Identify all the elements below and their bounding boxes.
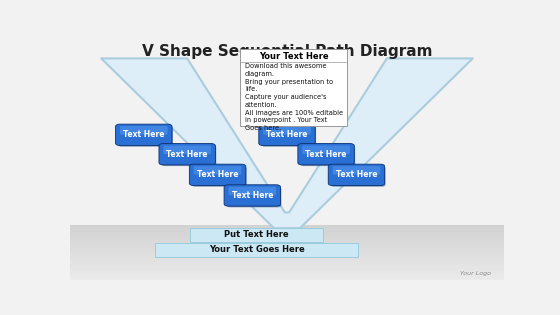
FancyBboxPatch shape xyxy=(70,272,504,273)
FancyBboxPatch shape xyxy=(70,250,504,251)
FancyBboxPatch shape xyxy=(156,243,358,257)
FancyBboxPatch shape xyxy=(70,225,504,226)
FancyBboxPatch shape xyxy=(70,242,504,243)
FancyBboxPatch shape xyxy=(70,254,504,255)
FancyBboxPatch shape xyxy=(70,252,504,253)
FancyBboxPatch shape xyxy=(240,49,347,126)
Text: Your Text Goes Here: Your Text Goes Here xyxy=(209,245,305,254)
FancyBboxPatch shape xyxy=(70,230,504,231)
FancyBboxPatch shape xyxy=(70,246,504,247)
FancyBboxPatch shape xyxy=(70,233,504,234)
FancyBboxPatch shape xyxy=(70,229,504,230)
FancyBboxPatch shape xyxy=(70,261,504,262)
Text: Text Here: Text Here xyxy=(197,170,239,179)
Text: Put Text Here: Put Text Here xyxy=(225,230,289,239)
FancyBboxPatch shape xyxy=(190,228,323,242)
FancyBboxPatch shape xyxy=(70,259,504,260)
FancyBboxPatch shape xyxy=(70,253,504,254)
FancyBboxPatch shape xyxy=(192,166,246,187)
FancyBboxPatch shape xyxy=(70,255,504,256)
FancyBboxPatch shape xyxy=(194,166,241,175)
FancyBboxPatch shape xyxy=(70,270,504,271)
FancyBboxPatch shape xyxy=(70,267,504,268)
FancyBboxPatch shape xyxy=(70,263,504,264)
FancyBboxPatch shape xyxy=(70,245,504,246)
Text: Text Here: Text Here xyxy=(305,150,347,159)
FancyBboxPatch shape xyxy=(70,237,504,238)
FancyBboxPatch shape xyxy=(70,241,504,242)
FancyBboxPatch shape xyxy=(120,126,167,135)
FancyBboxPatch shape xyxy=(224,185,281,206)
Text: Text Here: Text Here xyxy=(166,150,208,159)
FancyBboxPatch shape xyxy=(70,266,504,267)
Text: Download this awesome
diagram.
Bring your presentation to
life.
Capture your aud: Download this awesome diagram. Bring you… xyxy=(245,63,343,131)
FancyBboxPatch shape xyxy=(70,273,504,274)
FancyBboxPatch shape xyxy=(70,248,504,249)
FancyBboxPatch shape xyxy=(70,227,504,228)
FancyBboxPatch shape xyxy=(70,274,504,275)
FancyBboxPatch shape xyxy=(263,126,311,135)
FancyBboxPatch shape xyxy=(164,146,211,154)
FancyBboxPatch shape xyxy=(70,226,504,227)
FancyBboxPatch shape xyxy=(159,144,216,165)
FancyBboxPatch shape xyxy=(228,187,276,195)
FancyBboxPatch shape xyxy=(262,126,316,147)
FancyBboxPatch shape xyxy=(70,275,504,276)
FancyBboxPatch shape xyxy=(70,271,504,272)
FancyBboxPatch shape xyxy=(70,269,504,270)
Text: Text Here: Text Here xyxy=(266,130,308,139)
FancyBboxPatch shape xyxy=(70,276,504,277)
FancyBboxPatch shape xyxy=(70,244,504,245)
FancyBboxPatch shape xyxy=(162,146,216,166)
FancyBboxPatch shape xyxy=(70,264,504,265)
Text: Text Here: Text Here xyxy=(335,170,377,179)
FancyBboxPatch shape xyxy=(189,164,246,186)
FancyBboxPatch shape xyxy=(70,249,504,250)
FancyBboxPatch shape xyxy=(70,260,504,261)
FancyBboxPatch shape xyxy=(227,187,281,207)
FancyBboxPatch shape xyxy=(328,164,385,186)
FancyBboxPatch shape xyxy=(70,239,504,240)
FancyBboxPatch shape xyxy=(70,251,504,252)
FancyBboxPatch shape xyxy=(70,231,504,232)
FancyBboxPatch shape xyxy=(70,277,504,278)
FancyBboxPatch shape xyxy=(115,124,172,146)
FancyBboxPatch shape xyxy=(70,268,504,269)
FancyBboxPatch shape xyxy=(302,146,350,154)
Text: V Shape Sequential Path Diagram: V Shape Sequential Path Diagram xyxy=(142,44,432,59)
FancyBboxPatch shape xyxy=(70,238,504,239)
Text: Your Logo: Your Logo xyxy=(460,271,491,276)
FancyBboxPatch shape xyxy=(70,262,504,263)
FancyBboxPatch shape xyxy=(70,232,504,233)
FancyBboxPatch shape xyxy=(70,258,504,259)
FancyBboxPatch shape xyxy=(70,228,504,229)
FancyBboxPatch shape xyxy=(333,166,380,175)
FancyBboxPatch shape xyxy=(70,243,504,244)
FancyBboxPatch shape xyxy=(70,278,504,279)
FancyBboxPatch shape xyxy=(70,279,504,280)
FancyBboxPatch shape xyxy=(331,166,385,187)
Text: Text Here: Text Here xyxy=(123,130,165,139)
Polygon shape xyxy=(101,58,473,228)
FancyBboxPatch shape xyxy=(70,257,504,258)
FancyBboxPatch shape xyxy=(70,240,504,241)
FancyBboxPatch shape xyxy=(70,236,504,237)
FancyBboxPatch shape xyxy=(259,124,315,146)
FancyBboxPatch shape xyxy=(70,234,504,235)
FancyBboxPatch shape xyxy=(70,235,504,236)
FancyBboxPatch shape xyxy=(70,247,504,248)
Text: Your Text Here: Your Text Here xyxy=(259,52,328,61)
FancyBboxPatch shape xyxy=(301,146,355,166)
FancyBboxPatch shape xyxy=(118,126,173,147)
FancyBboxPatch shape xyxy=(70,265,504,266)
FancyBboxPatch shape xyxy=(298,144,354,165)
Text: Text Here: Text Here xyxy=(231,191,273,200)
FancyBboxPatch shape xyxy=(70,256,504,257)
